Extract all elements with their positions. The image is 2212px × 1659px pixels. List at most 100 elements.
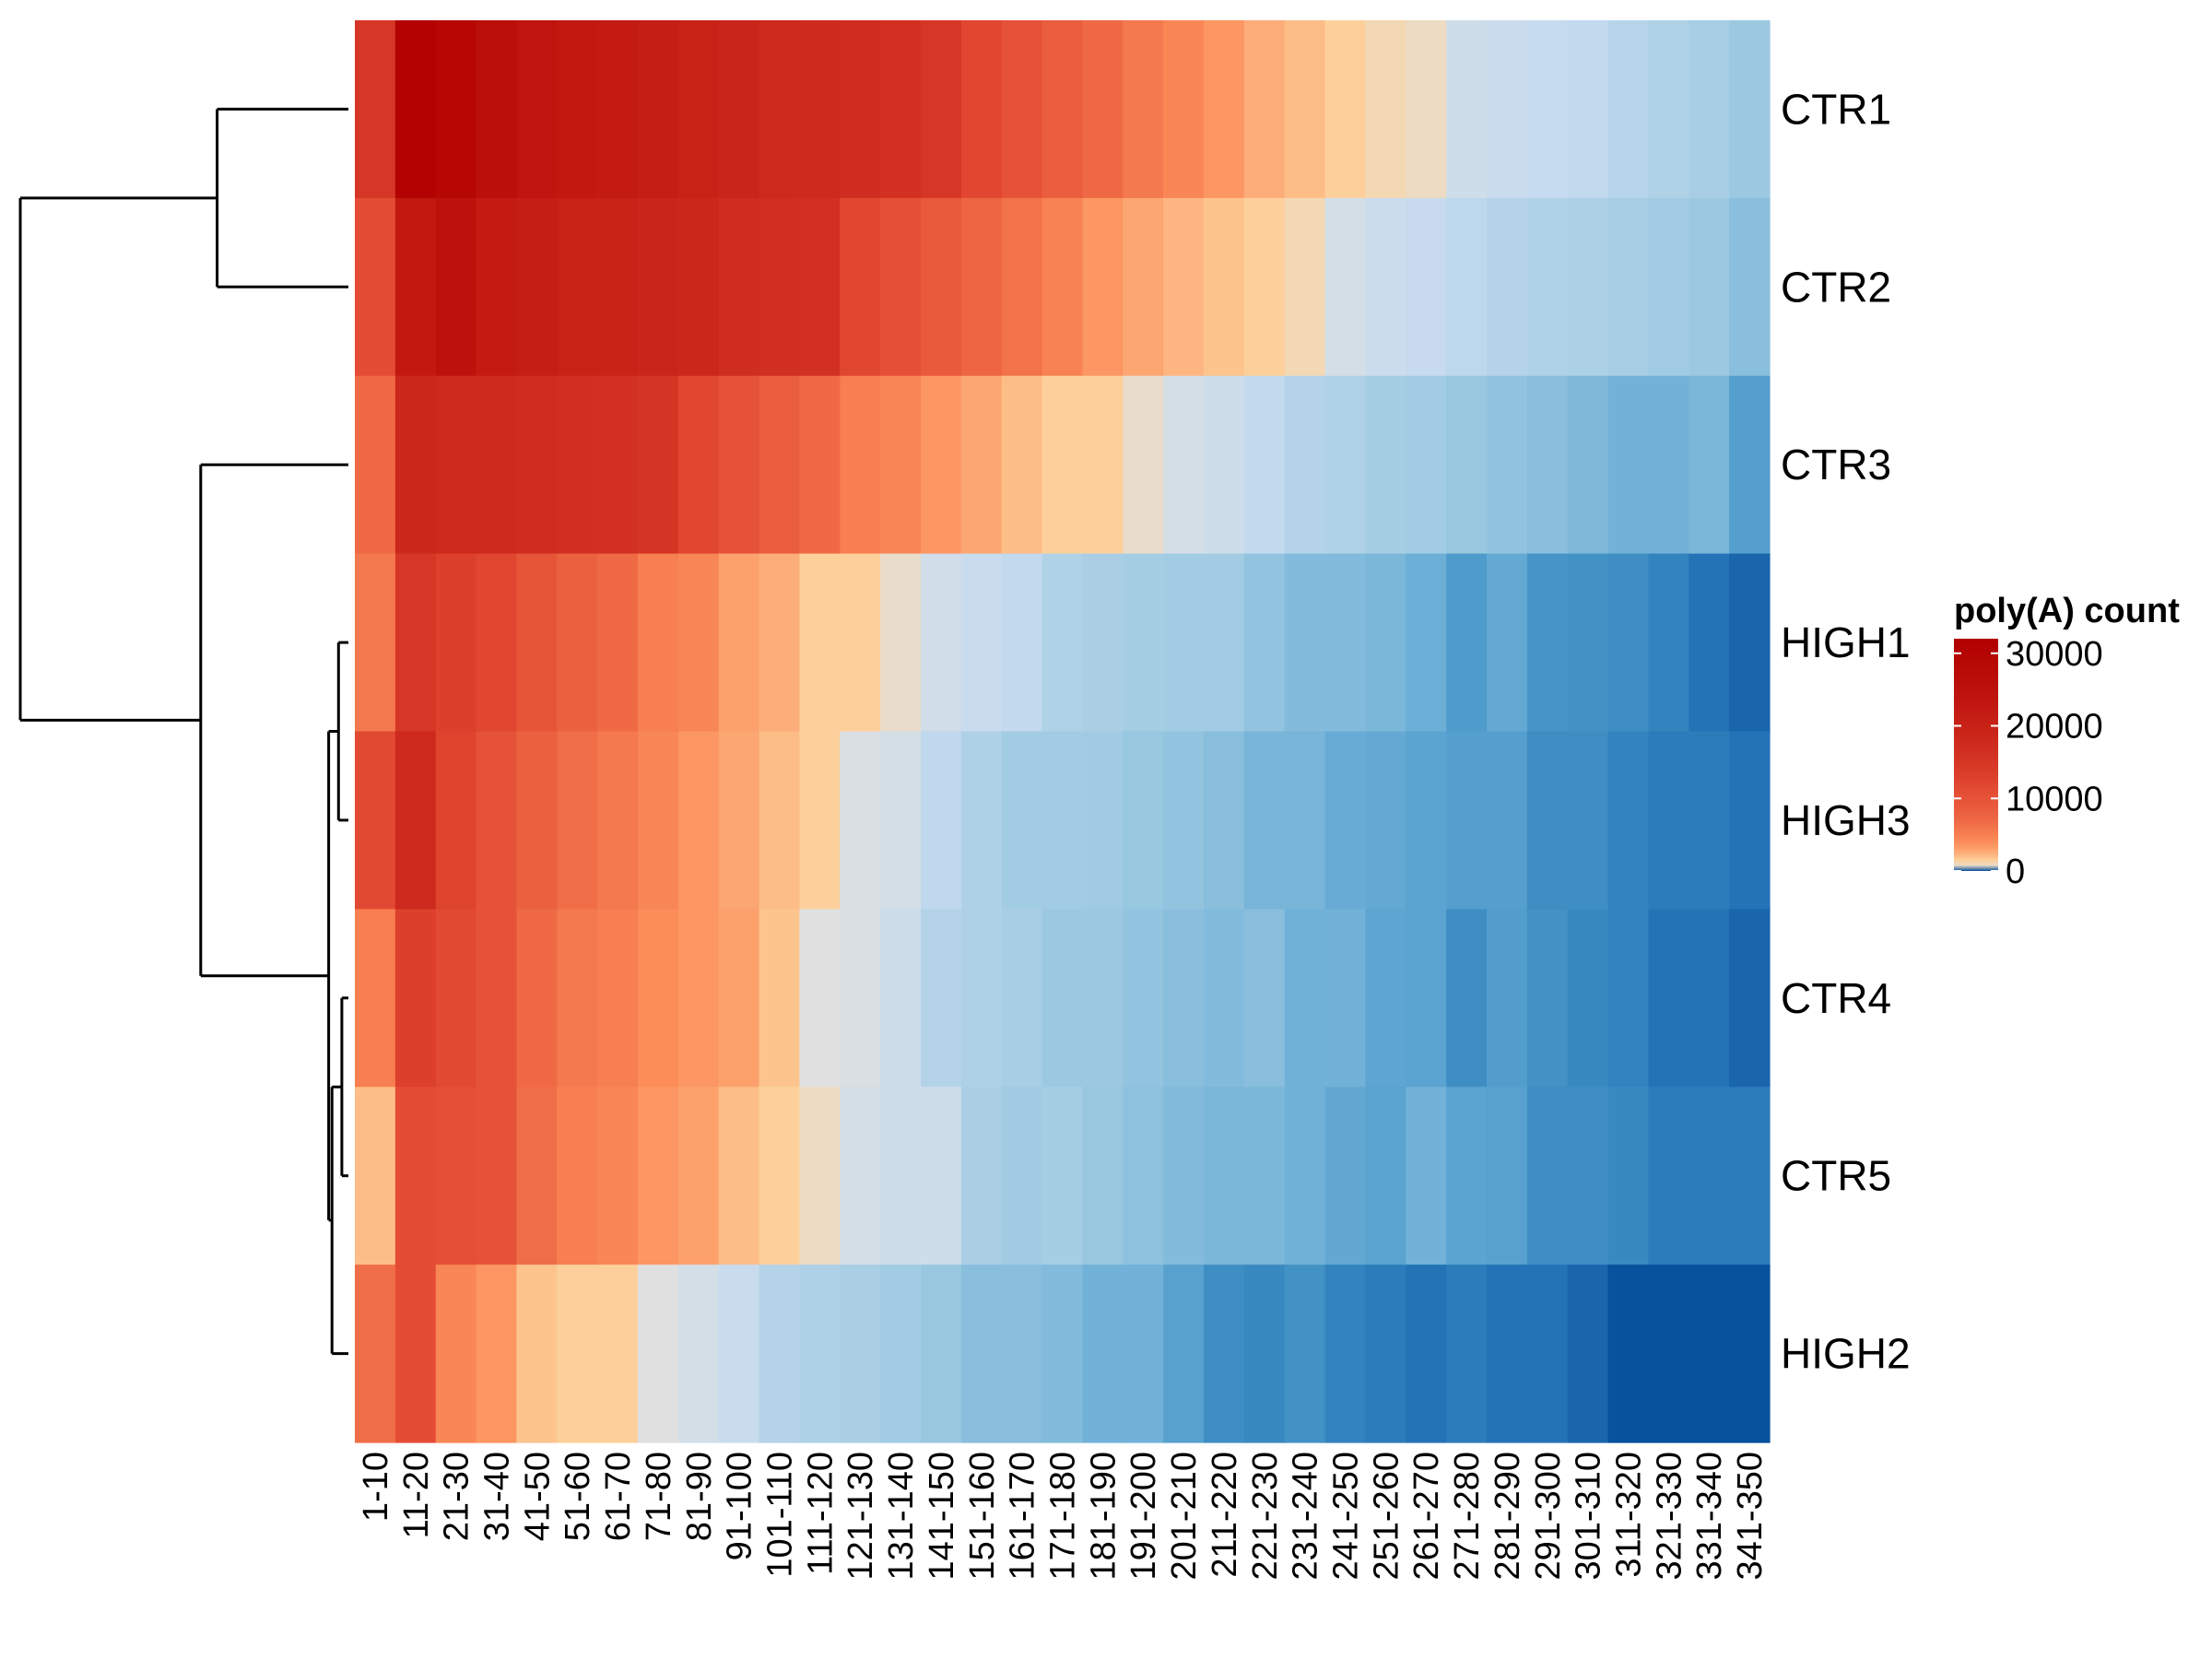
heatmap-cell: [435, 20, 477, 199]
row-label: HIGH2: [1781, 1330, 1911, 1378]
heatmap-cell: [394, 553, 437, 733]
column-label: 201-210: [1165, 1452, 1204, 1580]
heatmap-cell: [960, 1265, 1003, 1443]
heatmap-cell: [759, 375, 801, 555]
heatmap-cell: [1001, 375, 1043, 555]
heatmap-cell: [355, 731, 396, 910]
column-label: 141-150: [923, 1452, 961, 1580]
heatmap-cell: [1163, 909, 1205, 1088]
heatmap-cell: [1729, 20, 1771, 199]
column-label: 331-340: [1690, 1452, 1729, 1580]
heatmap-cell: [557, 731, 598, 910]
column-label: 21-30: [438, 1452, 477, 1541]
heatmap-cell: [1001, 909, 1043, 1088]
row-label: CTR1: [1781, 85, 1891, 133]
heatmap-cell: [1204, 1265, 1245, 1443]
heatmap-cell: [677, 731, 720, 910]
column-label: 81-90: [680, 1452, 719, 1541]
heatmap-cell: [921, 1087, 962, 1265]
heatmap-cell: [1607, 197, 1650, 377]
heatmap-cell: [921, 375, 962, 555]
heatmap-cell: [355, 553, 396, 733]
heatmap-cell: [1163, 1087, 1205, 1265]
heatmap-cell: [638, 909, 679, 1088]
heatmap-cell: [1526, 20, 1569, 199]
heatmap-cell: [1648, 20, 1689, 199]
heatmap-cell: [1567, 909, 1609, 1088]
heatmap-cell: [960, 1087, 1003, 1265]
heatmap-cell: [1041, 375, 1084, 555]
heatmap-cell: [1487, 197, 1528, 377]
heatmap-cell: [1243, 553, 1286, 733]
heatmap-cell: [840, 553, 881, 733]
heatmap-cell: [1446, 1265, 1488, 1443]
heatmap-cell: [799, 20, 841, 199]
heatmap-cell: [516, 553, 558, 733]
heatmap-cell: [394, 1087, 437, 1265]
column-label: 1-10: [357, 1452, 395, 1522]
heatmap-cell: [1648, 197, 1689, 377]
heatmap-cell: [799, 197, 841, 377]
heatmap-cell: [557, 197, 598, 377]
heatmap-cell: [1123, 1087, 1164, 1265]
heatmap-cell: [1365, 731, 1406, 910]
heatmap-cell: [1406, 197, 1447, 377]
heatmap-cell: [1688, 909, 1730, 1088]
heatmap-cell: [840, 20, 881, 199]
heatmap-cell: [1163, 20, 1205, 199]
heatmap-cell: [435, 375, 477, 555]
heatmap-cell: [1487, 909, 1528, 1088]
heatmap-cell: [1041, 553, 1084, 733]
heatmap-cell: [1001, 1265, 1043, 1443]
heatmap-cell: [880, 375, 922, 555]
heatmap-cell: [597, 1265, 639, 1443]
heatmap-cell: [1688, 1265, 1730, 1443]
heatmap-cell: [1082, 909, 1124, 1088]
heatmap-cell: [1729, 375, 1771, 555]
heatmap-cell: [597, 197, 639, 377]
heatmap-cell: [677, 1265, 720, 1443]
heatmap-cell: [759, 553, 801, 733]
heatmap-cell: [677, 1087, 720, 1265]
heatmap-cell: [921, 20, 962, 199]
column-label: 281-290: [1488, 1452, 1527, 1580]
heatmap-cell: [1082, 553, 1124, 733]
legend-tick-label: 10000: [2006, 780, 2103, 818]
heatmap-cell: [677, 909, 720, 1088]
column-label: 11-20: [397, 1452, 436, 1538]
heatmap-cell: [1082, 731, 1124, 910]
heatmap-cell: [718, 1087, 760, 1265]
heatmap-cell: [1123, 909, 1164, 1088]
heatmap-cell: [1324, 1087, 1367, 1265]
heatmap-cell: [1487, 731, 1528, 910]
heatmap-cell: [638, 1265, 679, 1443]
heatmap-cell: [355, 1265, 396, 1443]
heatmap-cell: [718, 1265, 760, 1443]
heatmap-cell: [799, 375, 841, 555]
heatmap-cell: [1163, 375, 1205, 555]
heatmap-cell: [1607, 20, 1650, 199]
heatmap-cell: [1001, 553, 1043, 733]
heatmap-cell: [638, 197, 679, 377]
column-label: 71-80: [640, 1452, 678, 1541]
heatmap-cell: [476, 375, 518, 555]
heatmap-cell: [1406, 1265, 1447, 1443]
heatmap-cell: [1163, 731, 1205, 910]
heatmap-cell: [557, 1265, 598, 1443]
heatmap-cell: [638, 1087, 679, 1265]
column-label: 51-60: [559, 1452, 597, 1541]
row-label: CTR5: [1781, 1152, 1891, 1200]
row-label: HIGH1: [1781, 618, 1911, 666]
heatmap-cell: [759, 20, 801, 199]
heatmap-cell: [1446, 375, 1488, 555]
column-label: 221-230: [1246, 1452, 1285, 1580]
heatmap-cell: [960, 375, 1003, 555]
heatmap-cell: [516, 731, 558, 910]
row-label: CTR3: [1781, 441, 1891, 488]
heatmap-cell: [1729, 731, 1771, 910]
heatmap-cell: [759, 1265, 801, 1443]
heatmap-cell: [880, 20, 922, 199]
heatmap-cell: [1406, 1087, 1447, 1265]
heatmap-cell: [1001, 20, 1043, 199]
heatmap-cell: [355, 197, 396, 377]
